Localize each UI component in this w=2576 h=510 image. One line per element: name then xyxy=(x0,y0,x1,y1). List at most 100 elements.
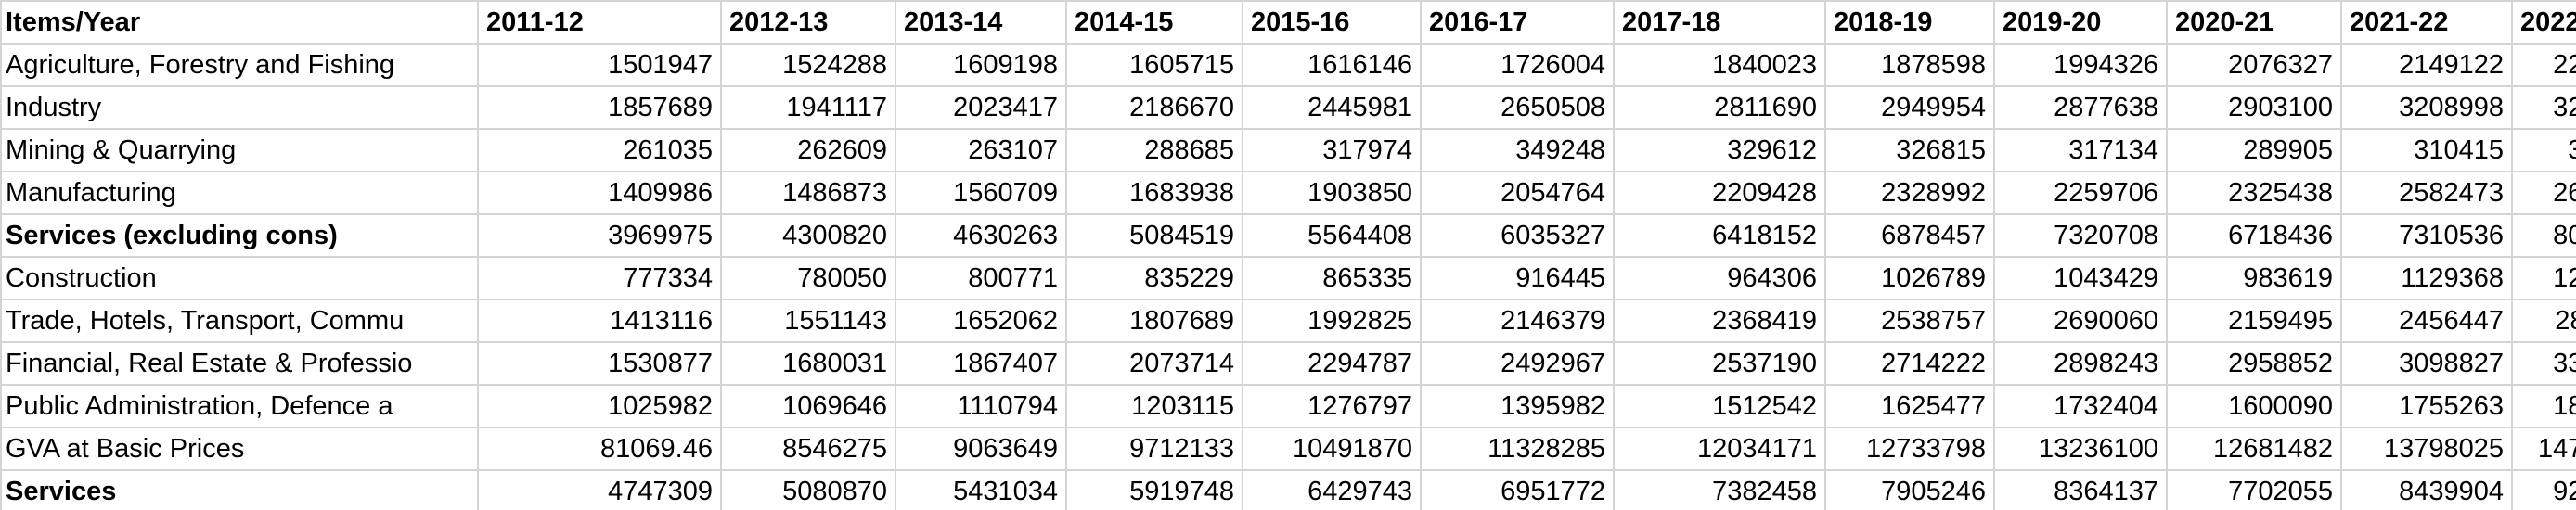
value-cell[interactable]: 10491870 xyxy=(1242,427,1422,471)
value-cell[interactable]: 1941117 xyxy=(720,85,896,130)
value-cell[interactable]: 9063649 xyxy=(895,427,1067,471)
header-cell-year[interactable]: 2014-15 xyxy=(1065,0,1243,45)
value-cell[interactable]: 1994326 xyxy=(1993,43,2168,87)
value-cell[interactable]: 9712133 xyxy=(1065,427,1243,471)
value-cell[interactable]: 777334 xyxy=(477,256,722,300)
value-cell[interactable]: 1129368 xyxy=(2340,256,2513,300)
value-cell[interactable]: 289905 xyxy=(2166,128,2342,172)
header-cell-year[interactable]: 2016-17 xyxy=(1420,0,1615,45)
value-cell[interactable]: 1409986 xyxy=(477,171,722,215)
value-cell[interactable]: 2582473 xyxy=(2340,171,2513,215)
value-cell[interactable]: 1413116 xyxy=(477,299,722,343)
value-cell[interactable]: 2898243 xyxy=(1993,341,2168,386)
value-cell[interactable]: 5564408 xyxy=(1242,213,1422,258)
value-cell[interactable]: 8364137 xyxy=(1993,469,2168,510)
value-cell[interactable]: 2073714 xyxy=(1065,341,1243,386)
value-cell[interactable]: 1486873 xyxy=(720,171,896,215)
value-cell[interactable]: 2368419 xyxy=(1613,299,1826,343)
value-cell[interactable]: 2650508 xyxy=(1420,85,1615,130)
value-cell[interactable]: 12733798 xyxy=(1824,427,1995,471)
value-cell[interactable]: 1025982 xyxy=(477,384,722,428)
value-cell[interactable]: 1840023 xyxy=(1613,43,1826,87)
row-label-cell[interactable]: Manufacturing xyxy=(0,171,479,215)
value-cell[interactable]: 835229 xyxy=(1065,256,1243,300)
value-cell[interactable]: 800771 xyxy=(895,256,1067,300)
value-cell[interactable]: 12681482 xyxy=(2166,427,2342,471)
value-cell[interactable]: 5431034 xyxy=(895,469,1067,510)
value-cell[interactable]: 2328992 xyxy=(1824,171,1995,215)
value-cell[interactable]: 916445 xyxy=(1420,256,1615,300)
value-cell[interactable]: 2714222 xyxy=(1824,341,1995,386)
value-cell[interactable]: 6418152 xyxy=(1613,213,1826,258)
value-cell[interactable]: 1605715 xyxy=(1065,43,1243,87)
value-cell[interactable]: 2811690 xyxy=(1613,85,1826,130)
value-cell[interactable]: 2054764 xyxy=(1420,171,1615,215)
header-cell-year[interactable]: 2015-16 xyxy=(1242,0,1422,45)
value-cell[interactable]: 1732404 xyxy=(1993,384,2168,428)
value-cell[interactable]: 7905246 xyxy=(1824,469,1995,510)
value-cell[interactable]: 2149122 xyxy=(2340,43,2513,87)
value-cell[interactable]: 262609 xyxy=(720,128,896,172)
row-label-cell[interactable]: Industry xyxy=(0,85,479,130)
header-cell-year[interactable]: 2012-13 xyxy=(720,0,896,45)
value-cell[interactable]: 2537190 xyxy=(1613,341,1826,386)
value-cell[interactable]: 7702055 xyxy=(2166,469,2342,510)
value-cell[interactable]: 1551143 xyxy=(720,299,896,343)
value-cell[interactable]: 2146379 xyxy=(1420,299,1615,343)
value-cell[interactable]: 8002032 xyxy=(2511,213,2576,258)
value-cell[interactable]: 3286185 xyxy=(2511,85,2576,130)
value-cell[interactable]: 13798025 xyxy=(2340,427,2513,471)
value-cell[interactable]: 1992825 xyxy=(1242,299,1422,343)
value-cell[interactable]: 2492967 xyxy=(1420,341,1615,386)
value-cell[interactable]: 2159495 xyxy=(2166,299,2342,343)
value-cell[interactable]: 6718436 xyxy=(2166,213,2342,258)
value-cell[interactable]: 1560709 xyxy=(895,171,1067,215)
value-cell[interactable]: 2294787 xyxy=(1242,341,1422,386)
value-cell[interactable]: 5084519 xyxy=(1065,213,1243,258)
header-cell-year[interactable]: 2011-12 xyxy=(477,0,722,45)
value-cell[interactable]: 7320708 xyxy=(1993,213,2168,258)
value-cell[interactable]: 1680031 xyxy=(720,341,896,386)
value-cell[interactable]: 2209428 xyxy=(1613,171,1826,215)
value-cell[interactable]: 12034171 xyxy=(1613,427,1826,471)
header-cell-year[interactable]: 2013-14 xyxy=(895,0,1067,45)
value-cell[interactable]: 4300820 xyxy=(720,213,896,258)
header-cell-year[interactable]: 2022-23 xyxy=(2511,0,2576,45)
row-label-cell[interactable]: Services (excluding cons) xyxy=(0,213,479,258)
value-cell[interactable]: 2325438 xyxy=(2166,171,2342,215)
value-cell[interactable]: 11328285 xyxy=(1420,427,1615,471)
value-cell[interactable]: 2076327 xyxy=(2166,43,2342,87)
row-label-cell[interactable]: Financial, Real Estate & Professio xyxy=(0,341,479,386)
value-cell[interactable]: 1609198 xyxy=(895,43,1067,87)
value-cell[interactable]: 1026789 xyxy=(1824,256,1995,300)
value-cell[interactable]: 3320305 xyxy=(2511,341,2576,386)
value-cell[interactable]: 1881615 xyxy=(2511,384,2576,428)
value-cell[interactable]: 7310536 xyxy=(2340,213,2513,258)
value-cell[interactable]: 1512542 xyxy=(1613,384,1826,428)
value-cell[interactable]: 2234269 xyxy=(2511,43,2576,87)
header-cell-year[interactable]: 2018-19 xyxy=(1824,0,1995,45)
value-cell[interactable]: 865335 xyxy=(1242,256,1422,300)
row-label-cell[interactable]: Trade, Hotels, Transport, Commu xyxy=(0,299,479,343)
value-cell[interactable]: 8546275 xyxy=(720,427,896,471)
value-cell[interactable]: 317134 xyxy=(1993,128,2168,172)
value-cell[interactable]: 1903850 xyxy=(1242,171,1422,215)
value-cell[interactable]: 1501947 xyxy=(477,43,722,87)
value-cell[interactable]: 1857689 xyxy=(477,85,722,130)
value-cell[interactable]: 1530877 xyxy=(477,341,722,386)
row-label-cell[interactable]: Construction xyxy=(0,256,479,300)
value-cell[interactable]: 9244386 xyxy=(2511,469,2576,510)
value-cell[interactable]: 2903100 xyxy=(2166,85,2342,130)
value-cell[interactable]: 3098827 xyxy=(2340,341,2513,386)
value-cell[interactable]: 1616146 xyxy=(1242,43,1422,87)
value-cell[interactable]: 7382458 xyxy=(1613,469,1826,510)
value-cell[interactable]: 1110794 xyxy=(895,384,1067,428)
value-cell[interactable]: 780050 xyxy=(720,256,896,300)
value-cell[interactable]: 2949954 xyxy=(1824,85,1995,130)
value-cell[interactable]: 263107 xyxy=(895,128,1067,172)
value-cell[interactable]: 2800112 xyxy=(2511,299,2576,343)
value-cell[interactable]: 4630263 xyxy=(895,213,1067,258)
value-cell[interactable]: 6878457 xyxy=(1824,213,1995,258)
value-cell[interactable]: 2617059 xyxy=(2511,171,2576,215)
value-cell[interactable]: 5919748 xyxy=(1065,469,1243,510)
